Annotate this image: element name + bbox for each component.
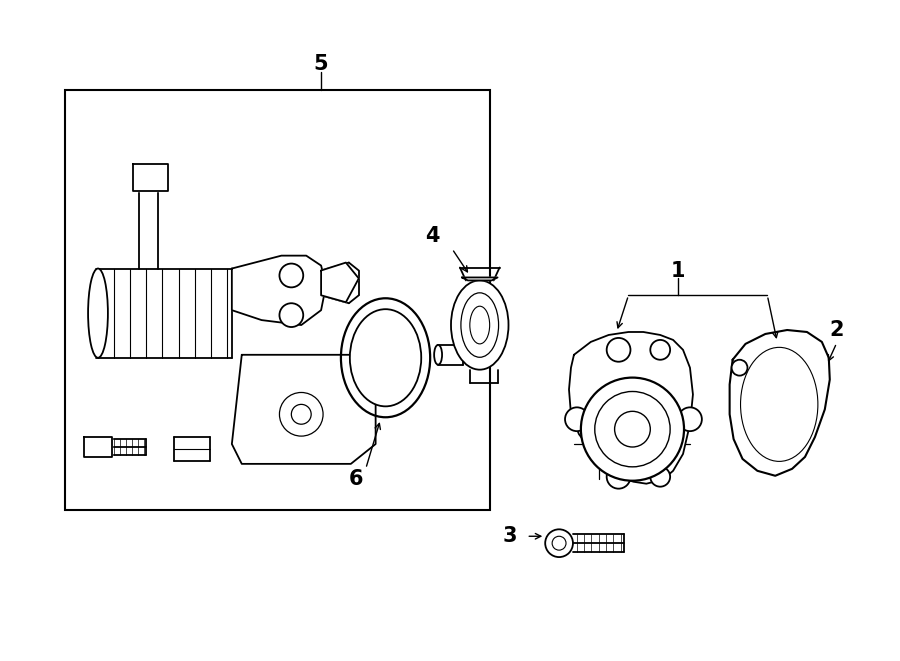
Circle shape (565, 407, 589, 431)
Text: 5: 5 (314, 54, 328, 74)
Circle shape (678, 407, 702, 431)
Polygon shape (232, 355, 375, 464)
Circle shape (545, 529, 573, 557)
Ellipse shape (470, 306, 490, 344)
Circle shape (651, 340, 670, 360)
Text: 2: 2 (830, 320, 844, 340)
Ellipse shape (461, 293, 499, 358)
Circle shape (279, 264, 303, 288)
Ellipse shape (341, 298, 430, 417)
Circle shape (615, 411, 651, 447)
Circle shape (279, 393, 323, 436)
Polygon shape (321, 262, 359, 302)
Ellipse shape (350, 309, 421, 407)
Circle shape (580, 377, 684, 481)
Ellipse shape (434, 345, 442, 365)
Circle shape (595, 391, 670, 467)
Polygon shape (84, 437, 112, 457)
Circle shape (552, 536, 566, 550)
Polygon shape (132, 165, 168, 191)
Bar (66, 90, 490, 510)
Text: 6: 6 (348, 469, 363, 488)
Polygon shape (569, 332, 693, 484)
Circle shape (607, 338, 631, 362)
Text: 3: 3 (502, 526, 517, 546)
Circle shape (292, 405, 311, 424)
Ellipse shape (741, 348, 818, 461)
Polygon shape (462, 278, 498, 280)
Polygon shape (730, 330, 830, 476)
Circle shape (607, 465, 631, 488)
Text: 4: 4 (425, 226, 439, 246)
Polygon shape (232, 256, 326, 325)
Ellipse shape (88, 268, 108, 358)
Circle shape (732, 360, 748, 375)
Circle shape (651, 467, 670, 486)
Ellipse shape (451, 280, 508, 369)
Circle shape (279, 303, 303, 327)
Text: 1: 1 (670, 260, 685, 280)
